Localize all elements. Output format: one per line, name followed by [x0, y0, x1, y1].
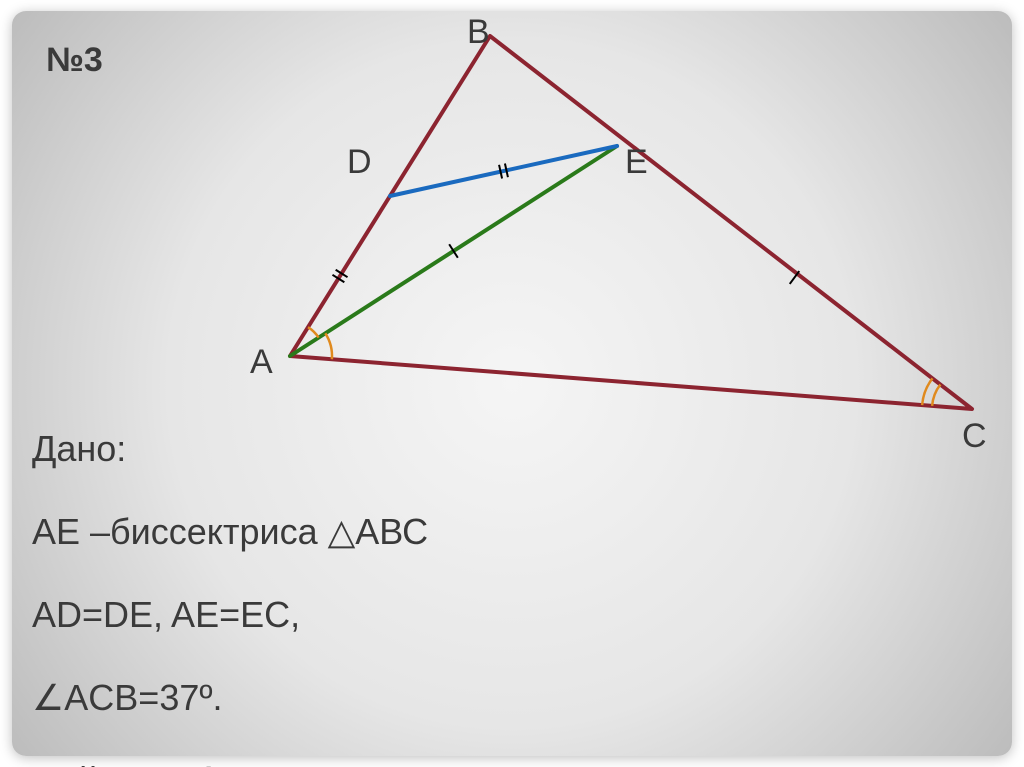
angle-arc [308, 327, 319, 337]
geometry-diagram: A B C D E [12, 11, 1012, 756]
vertex-label-a: A [250, 343, 273, 381]
vertex-label-b: B [467, 13, 490, 51]
triangle-abc [290, 36, 972, 409]
angle-arc [325, 333, 332, 359]
vertex-label-d: D [347, 143, 372, 181]
vertex-label-c: C [962, 417, 987, 455]
vertex-label-e: E [625, 143, 648, 181]
angle-arc [922, 378, 932, 405]
find-line: Найти: а)∠BDE. [32, 760, 303, 767]
segment-de [390, 146, 617, 196]
angle-arc [932, 385, 940, 406]
